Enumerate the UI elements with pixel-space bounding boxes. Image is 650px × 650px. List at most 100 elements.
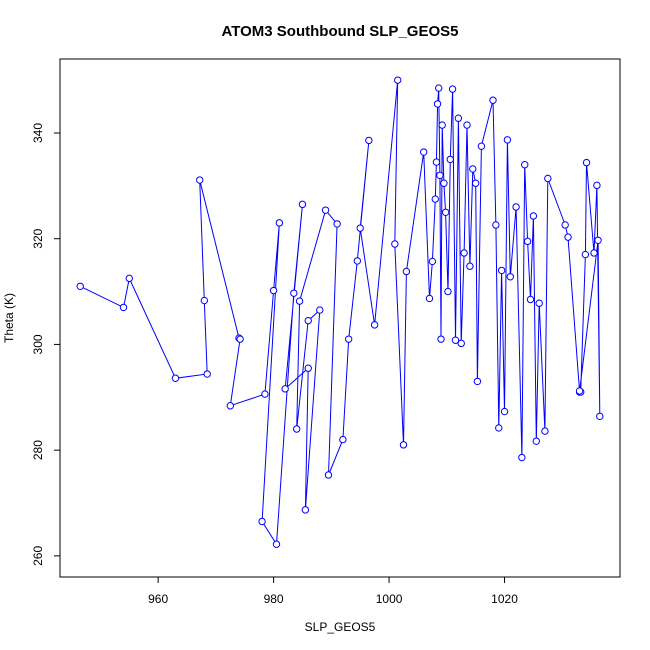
y-axis: 260 280 300 320 340 bbox=[31, 123, 60, 566]
data-point bbox=[451, 336, 460, 344]
y-tick-label: 280 bbox=[31, 440, 45, 460]
data-point bbox=[316, 306, 324, 314]
data-point bbox=[535, 299, 543, 307]
x-tick-label: 960 bbox=[148, 592, 168, 606]
data-point bbox=[290, 289, 298, 297]
data-point bbox=[503, 136, 512, 144]
data-point bbox=[433, 100, 442, 108]
data-point bbox=[269, 286, 278, 295]
x-axis: 960 980 1000 1020 bbox=[148, 577, 518, 606]
data-point bbox=[469, 165, 477, 173]
data-point bbox=[333, 220, 341, 228]
data-point bbox=[370, 321, 379, 329]
data-point bbox=[506, 273, 515, 281]
data-point bbox=[304, 364, 312, 372]
data-point bbox=[399, 441, 408, 449]
x-axis-label: SLP_GEOS5 bbox=[305, 620, 376, 634]
data-point bbox=[477, 142, 486, 150]
data-point bbox=[76, 282, 84, 290]
data-point bbox=[420, 148, 428, 156]
data-point bbox=[298, 200, 307, 209]
data-point bbox=[466, 262, 474, 270]
data-point bbox=[529, 212, 538, 220]
data-point bbox=[258, 517, 266, 526]
data-point bbox=[596, 412, 604, 421]
data-point bbox=[593, 181, 601, 190]
data-point bbox=[523, 237, 532, 246]
data-point bbox=[521, 161, 529, 169]
data-point bbox=[196, 176, 204, 184]
data-point bbox=[236, 335, 244, 343]
data-point bbox=[460, 249, 468, 257]
data-point bbox=[436, 171, 444, 179]
x-tick-label: 980 bbox=[264, 592, 284, 606]
data-point bbox=[446, 155, 454, 164]
y-tick-label: 340 bbox=[31, 123, 45, 143]
data-point bbox=[226, 402, 235, 410]
data-point bbox=[582, 158, 591, 167]
data-points bbox=[76, 76, 604, 548]
data-point bbox=[590, 249, 598, 257]
data-point bbox=[281, 385, 289, 393]
y-axis-label: Theta (K) bbox=[2, 293, 16, 343]
series-line bbox=[79, 80, 601, 546]
data-point bbox=[200, 296, 209, 305]
data-point bbox=[544, 174, 552, 183]
data-point bbox=[304, 316, 312, 325]
data-point bbox=[339, 435, 347, 444]
data-point bbox=[495, 424, 503, 432]
data-point bbox=[541, 427, 549, 435]
data-point bbox=[344, 335, 353, 343]
data-point bbox=[463, 121, 471, 129]
data-point bbox=[275, 219, 284, 227]
data-point bbox=[428, 257, 437, 266]
data-point bbox=[492, 221, 500, 229]
data-point bbox=[394, 76, 402, 84]
data-point bbox=[301, 506, 310, 514]
data-point bbox=[353, 257, 362, 265]
data-point bbox=[293, 425, 301, 433]
data-point bbox=[356, 224, 364, 232]
data-point bbox=[448, 85, 457, 93]
data-point bbox=[489, 96, 497, 104]
data-point bbox=[561, 221, 569, 229]
data-point bbox=[564, 233, 572, 241]
data-point bbox=[440, 179, 448, 187]
data-point bbox=[295, 297, 304, 305]
data-point bbox=[471, 179, 480, 187]
y-tick-label: 320 bbox=[31, 228, 45, 248]
data-point bbox=[365, 136, 373, 145]
chart-title: ATOM3 Southbound SLP_GEOS5 bbox=[222, 23, 459, 40]
data-point bbox=[512, 203, 520, 211]
data-point bbox=[518, 453, 526, 462]
y-tick-label: 260 bbox=[31, 546, 45, 566]
plot-frame bbox=[59, 58, 621, 578]
data-point bbox=[391, 240, 399, 248]
data-point bbox=[435, 84, 443, 92]
data-point bbox=[526, 295, 535, 304]
data-point bbox=[444, 287, 452, 296]
data-point bbox=[203, 370, 211, 378]
data-point bbox=[125, 274, 133, 283]
data-point bbox=[497, 266, 506, 275]
data-point bbox=[594, 236, 602, 245]
data-point bbox=[454, 114, 463, 122]
data-point bbox=[500, 407, 509, 416]
data-point bbox=[425, 294, 434, 303]
data-point bbox=[575, 387, 584, 395]
data-point bbox=[321, 206, 330, 214]
data-point bbox=[473, 377, 482, 386]
data-point bbox=[437, 335, 445, 343]
data-point bbox=[402, 267, 411, 276]
data-point bbox=[119, 303, 128, 312]
data-point bbox=[438, 121, 446, 129]
data-point bbox=[441, 208, 450, 216]
y-tick-label: 300 bbox=[31, 334, 45, 354]
data-point bbox=[457, 339, 465, 348]
data-point bbox=[532, 437, 540, 445]
data-point bbox=[324, 471, 333, 479]
data-point bbox=[432, 158, 441, 166]
data-point bbox=[581, 250, 590, 259]
data-point bbox=[171, 374, 180, 382]
